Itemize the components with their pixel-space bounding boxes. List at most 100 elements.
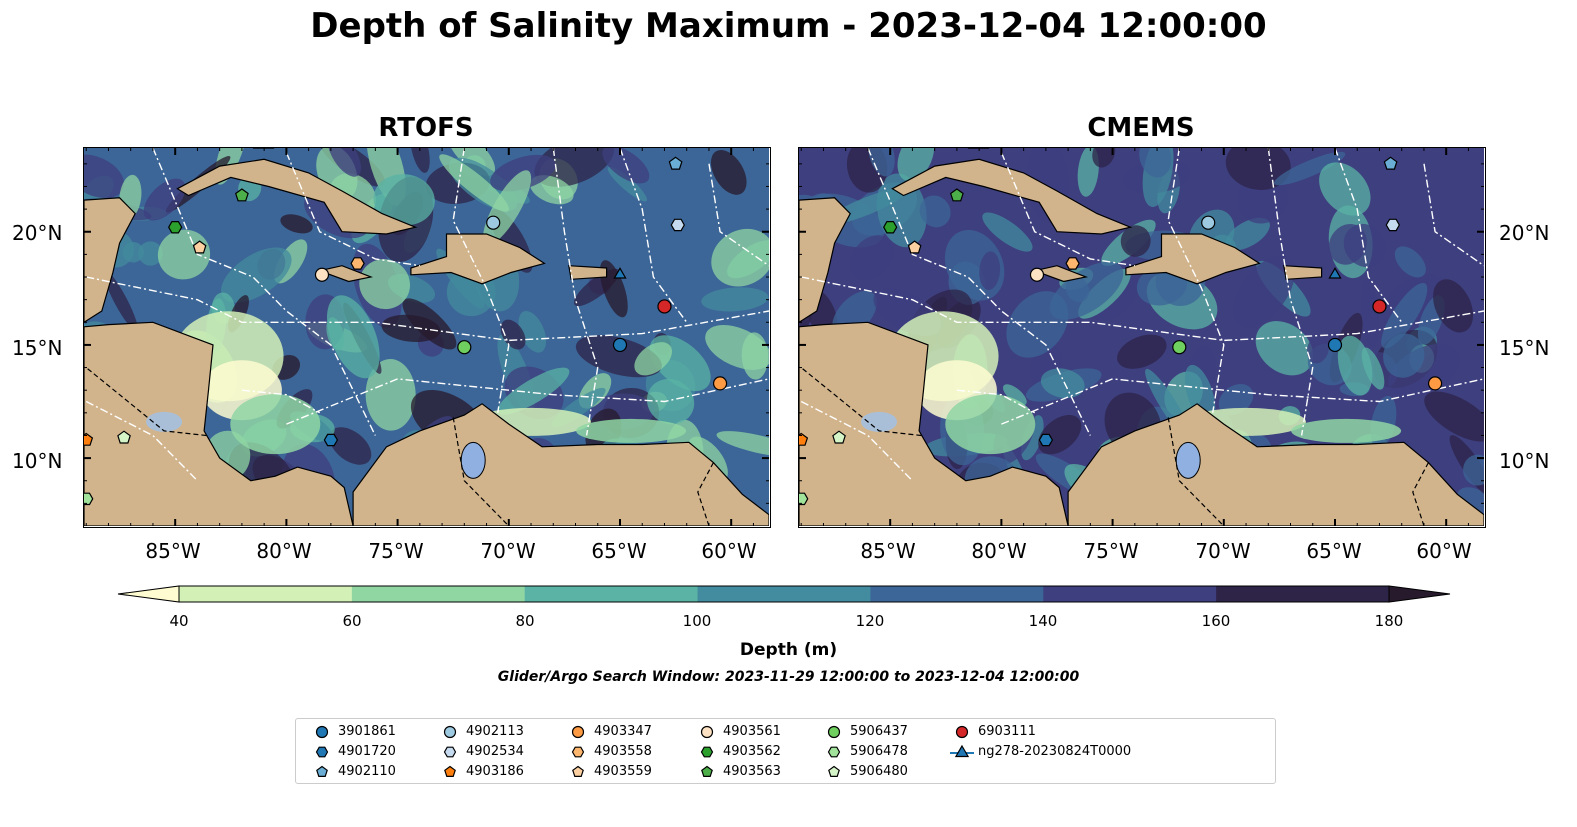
- depth-contour: [1307, 334, 1329, 364]
- legend-marker-icon: [827, 725, 841, 739]
- eez-line: [85, 400, 198, 482]
- depth-contour: [329, 427, 372, 465]
- legend-label: 4902110: [338, 764, 396, 779]
- border-line: [697, 462, 714, 526]
- colorbar-bin: [524, 586, 699, 602]
- legend-marker: [700, 746, 714, 758]
- eez-line: [956, 389, 1036, 414]
- colorbar-tick-180: 180: [1374, 612, 1404, 630]
- depth-contour: [634, 342, 673, 376]
- legend-marker: [827, 725, 841, 739]
- lon-label-85w-left: 85°W: [145, 539, 201, 563]
- marker-4903563: [949, 188, 964, 202]
- landmass-hispaniola: [410, 233, 546, 285]
- landmass-cuba: [176, 158, 418, 235]
- depth-contour: [1463, 454, 1484, 486]
- marker-4903562: [168, 220, 183, 234]
- depth-contour: [447, 148, 496, 176]
- eez-line: [619, 148, 688, 323]
- axis-ticks: [799, 148, 1484, 526]
- legend-marker: [315, 746, 329, 758]
- eez-line: [552, 148, 599, 436]
- marker-4902534: [670, 218, 685, 232]
- lon-label-75w-left: 75°W: [368, 539, 424, 563]
- legend-marker: [827, 746, 841, 758]
- marker-4902113: [486, 215, 501, 230]
- map-panel-cmems: [798, 147, 1486, 528]
- eez-line: [800, 400, 913, 482]
- marker-3901861: [1327, 337, 1343, 353]
- lat-label-15n-left: 15°N: [12, 336, 63, 360]
- depth-contour: [157, 229, 211, 280]
- legend: 3901861 4901720 4902110 4902113 4902534 49031…: [295, 718, 1276, 784]
- colorbar-bin: [870, 586, 1044, 602]
- land: [84, 148, 769, 526]
- legend-label: 4903559: [594, 764, 652, 779]
- colorbar-bin: [697, 586, 871, 602]
- legend-marker-icon: [443, 725, 457, 739]
- legend-marker-icon: [315, 746, 329, 758]
- colorbar-tick-120: 120: [855, 612, 885, 630]
- marker-4902534: [1385, 218, 1400, 232]
- eez-line: [1167, 148, 1225, 413]
- border-line: [85, 367, 207, 437]
- colorbar: [117, 585, 1451, 603]
- lake-nicaragua: [146, 411, 183, 432]
- marker-4903561: [314, 267, 330, 282]
- legend-label: 4903558: [594, 744, 652, 759]
- legend-marker: [315, 725, 329, 739]
- marker-5906480: [117, 430, 131, 444]
- marker-4903347: [1427, 376, 1443, 391]
- depth-contour: [1383, 333, 1425, 378]
- legend-label: ng278-20230824T0000: [978, 744, 1132, 759]
- legend-marker-icon: [571, 725, 585, 739]
- landmass-south-am: [1067, 403, 1484, 526]
- legend-marker-icon: [315, 725, 329, 739]
- eez-line: [708, 163, 769, 267]
- marker-4903561: [1029, 267, 1045, 282]
- depth-contour: [365, 359, 416, 431]
- eez-line: [1001, 378, 1484, 425]
- depth-contour: [1456, 487, 1484, 526]
- border-line: [1412, 462, 1429, 526]
- colorbar-tick-60: 60: [342, 612, 362, 630]
- border-line: [800, 367, 922, 437]
- depth-contour: [1002, 384, 1027, 406]
- map-panel-rtofs: [83, 147, 771, 528]
- depth-contour: [359, 259, 411, 310]
- legend-label: 4903562: [723, 744, 781, 759]
- legend-marker: [828, 765, 840, 777]
- lon-label-75w-right: 75°W: [1083, 539, 1139, 563]
- legend-marker: [701, 765, 713, 777]
- lon-label-65w-right: 65°W: [1306, 539, 1362, 563]
- colorbar-tick-80: 80: [515, 612, 535, 630]
- depth-contour: [646, 378, 695, 425]
- colorbar-extend-low: [117, 585, 180, 603]
- depth-contour: [402, 298, 457, 350]
- depth-contour: [1424, 391, 1484, 442]
- legend-label: 5906437: [850, 724, 908, 739]
- marker-5906478: [84, 492, 94, 506]
- legend-marker: [572, 765, 584, 777]
- marker-5906478: [799, 492, 809, 506]
- depth-contour: [373, 174, 435, 226]
- legend-marker-icon: [572, 765, 584, 777]
- land: [799, 148, 1484, 526]
- depth-contour: [1343, 223, 1387, 268]
- eez-line: [1334, 148, 1403, 323]
- depth-contour: [103, 269, 138, 332]
- depth-contour: [1225, 148, 1291, 190]
- lat-label-10n-right: 10°N: [1499, 449, 1550, 473]
- eez-line: [285, 152, 420, 267]
- colorbar-tick-160: 160: [1201, 612, 1231, 630]
- marker-ng278-20230824T0000: [613, 267, 627, 279]
- depth-contour: [1433, 279, 1474, 333]
- legend-marker-icon: [444, 765, 456, 777]
- legend-label: 4901720: [338, 744, 396, 759]
- depth-contour: [711, 228, 769, 287]
- border-line: [1167, 417, 1225, 526]
- depth-contour: [529, 175, 574, 205]
- shelf-patch: [1291, 418, 1402, 443]
- depth-contour: [280, 214, 313, 234]
- landmass-central-am: [84, 321, 354, 526]
